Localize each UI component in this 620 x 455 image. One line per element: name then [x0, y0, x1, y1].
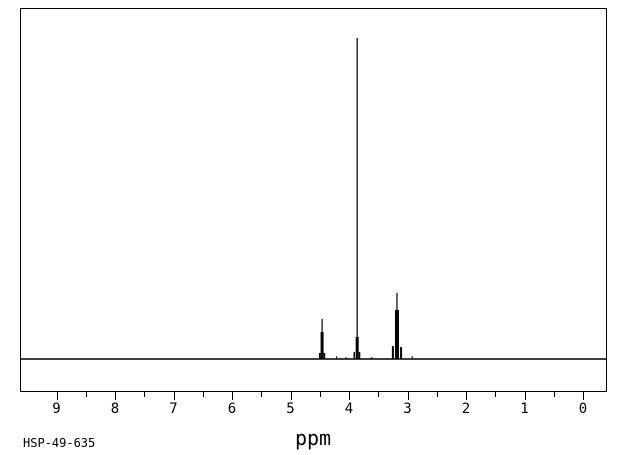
x-axis-minor-tick	[495, 392, 497, 397]
x-axis-minor-tick	[319, 392, 321, 397]
x-axis-tick-label: 9	[52, 401, 61, 417]
x-axis-major-tick	[232, 392, 233, 400]
x-axis-major-tick	[290, 392, 292, 400]
x-axis-minor-tick	[378, 392, 380, 397]
x-axis-tick-label: 3	[403, 401, 412, 417]
x-axis-tick-label: 5	[286, 401, 295, 417]
sample-id-label: HSP-49-635	[23, 436, 96, 450]
x-axis-tick-label: 4	[344, 401, 354, 417]
x-axis-minor-tick	[436, 392, 438, 397]
x-axis-tick-label: 1	[520, 401, 529, 417]
x-axis-major-tick	[115, 392, 116, 400]
x-axis-label: ppm	[294, 426, 332, 450]
x-axis-minor-tick	[202, 392, 204, 397]
nmr-spectrum-trace	[21, 38, 606, 360]
x-axis-minor-tick	[261, 392, 263, 397]
x-axis-major-tick	[524, 392, 526, 400]
x-axis-minor-tick	[553, 392, 555, 397]
plot-area	[20, 8, 607, 392]
x-axis-major-tick	[56, 392, 58, 400]
x-axis-major-tick	[407, 392, 409, 400]
x-axis-tick-label: 0	[578, 401, 588, 417]
x-axis-minor-tick	[144, 392, 146, 397]
x-axis-minor-tick	[85, 392, 87, 397]
x-axis-tick-label: 2	[461, 401, 471, 417]
x-axis-major-tick	[466, 392, 467, 400]
x-axis-tick-label: 7	[169, 401, 178, 417]
x-axis-major-tick	[583, 392, 584, 400]
x-axis-major-tick	[173, 392, 175, 400]
x-axis-tick-label: 8	[110, 401, 120, 417]
x-axis-major-tick	[349, 392, 350, 400]
x-axis-tick-label: 6	[227, 401, 237, 417]
